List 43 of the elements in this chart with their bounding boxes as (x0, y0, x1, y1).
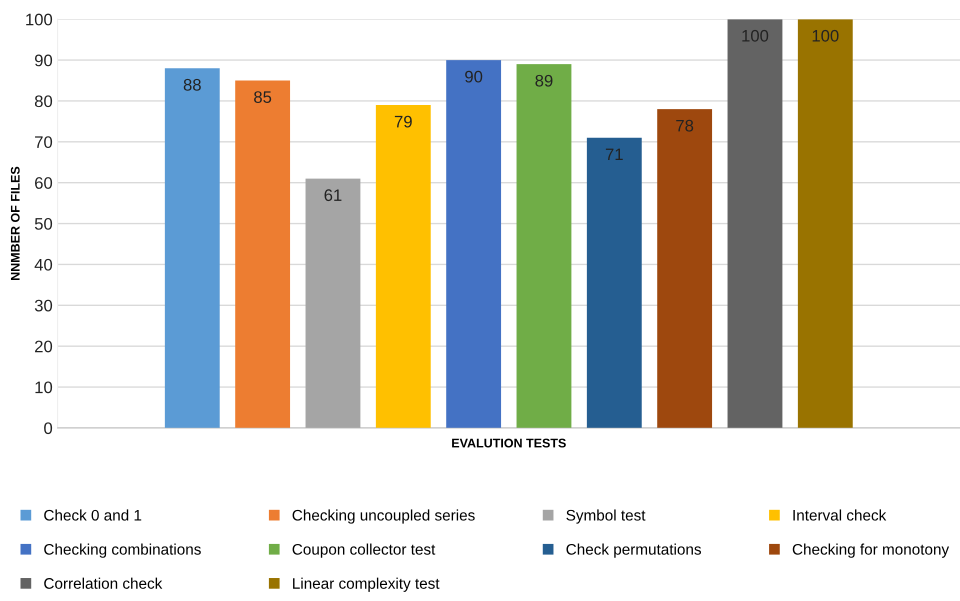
data-label: 89 (535, 74, 552, 87)
y-tick-label: 80 (34, 95, 52, 108)
legend-label: Coupon collector test (292, 544, 436, 558)
data-label: 79 (394, 116, 412, 128)
bar (235, 80, 290, 428)
y-axis-title: NNMBER OF FILES (10, 166, 20, 280)
data-label: 88 (184, 78, 201, 91)
y-tick-label: 50 (34, 218, 52, 230)
legend-label: Checking combinations (44, 544, 201, 558)
y-tick-label: 60 (35, 177, 52, 189)
y-tick-label: 0 (44, 422, 52, 434)
legend-label: Checking uncoupled series (292, 509, 475, 524)
data-label: 100 (812, 30, 839, 42)
data-label: 61 (324, 189, 342, 202)
y-tick-label: 90 (34, 54, 52, 66)
legend-label: Checking for monotony (792, 544, 950, 558)
y-tick-label: 100 (26, 14, 52, 26)
data-label: 78 (676, 120, 694, 132)
legend-label: Check permutations (566, 544, 702, 558)
bar (376, 105, 431, 428)
data-label: 85 (254, 91, 272, 103)
y-tick-label: 10 (35, 381, 52, 394)
y-tick-label: 20 (35, 340, 52, 352)
data-label: 90 (465, 70, 482, 83)
bar (446, 60, 502, 428)
bar (586, 138, 642, 428)
data-label: 71 (606, 148, 623, 160)
legend-label: Check 0 and 1 (44, 509, 142, 521)
legend-label: Interval check (793, 509, 886, 521)
y-tick-label: 30 (34, 300, 52, 312)
data-label: 100 (742, 30, 768, 42)
y-tick-label: 40 (34, 258, 52, 271)
bar (728, 19, 782, 428)
x-axis-title: EVALUTION TESTS (452, 438, 566, 448)
bar (516, 64, 572, 428)
bar (164, 68, 220, 428)
bar (306, 178, 360, 428)
legend-label: Symbol test (566, 509, 646, 524)
bar (798, 19, 853, 428)
legend-label: Correlation check (44, 578, 162, 589)
legend-label: Linear complexity test (293, 578, 440, 592)
y-tick-label: 70 (35, 136, 52, 148)
bar (657, 109, 712, 428)
